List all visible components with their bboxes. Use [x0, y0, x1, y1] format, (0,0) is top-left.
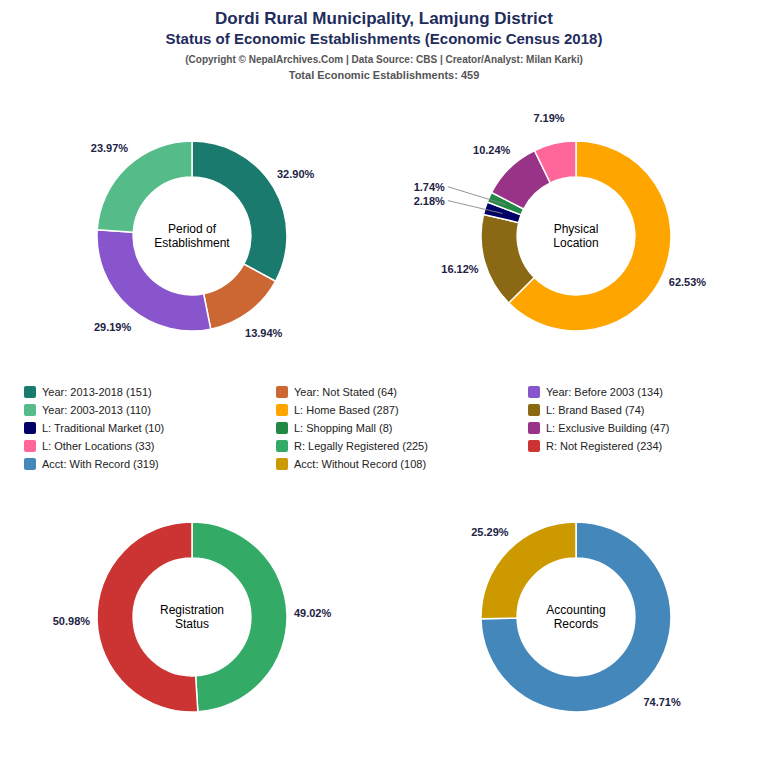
data-label: 23.97% — [91, 142, 129, 154]
data-label: 7.19% — [533, 112, 564, 124]
data-label: 25.29% — [471, 526, 509, 538]
legend-entry: L: Home Based (287) — [294, 404, 399, 416]
donut-chart — [481, 141, 671, 331]
donut-slice — [192, 141, 287, 281]
donut-slice — [535, 141, 576, 183]
legend-entry: Acct: With Record (319) — [42, 458, 159, 470]
legend-entry: L: Other Locations (33) — [42, 440, 155, 452]
center-label: RegistrationStatus — [160, 603, 224, 631]
legend-entry: R: Not Registered (234) — [546, 440, 662, 452]
legend-swatch — [528, 422, 540, 434]
data-label: 74.71% — [643, 696, 681, 708]
donut-slice — [204, 264, 276, 329]
data-label: 62.53% — [669, 276, 707, 288]
donut-chart — [97, 141, 287, 331]
donut-chart — [481, 522, 671, 712]
legend-entry: L: Brand Based (74) — [546, 404, 644, 416]
center-label: Period ofEstablishment — [154, 222, 230, 250]
data-label: 13.94% — [245, 327, 283, 339]
background — [0, 0, 768, 768]
subtitle: Total Economic Establishments: 459 — [289, 69, 480, 81]
donut-slice — [481, 214, 534, 303]
donut-chart — [97, 522, 287, 712]
data-label: 16.12% — [441, 263, 479, 275]
legend: Year: 2013-2018 (151) Year: Not Stated (6… — [24, 386, 670, 470]
leader-line — [448, 201, 503, 214]
donut-slice — [97, 141, 192, 232]
legend-swatch — [528, 404, 540, 416]
title: Status of Economic Establishments (Econo… — [166, 30, 603, 47]
legend-swatch — [24, 422, 36, 434]
center-label-line: Location — [553, 236, 598, 250]
legend-entry: Year: Before 2003 (134) — [546, 386, 663, 398]
legend-entry: L: Exclusive Building (47) — [546, 422, 670, 434]
center-label: AccountingRecords — [546, 603, 605, 631]
data-label: 29.19% — [94, 321, 132, 333]
center-label-line: Status — [175, 617, 209, 631]
donut-slice — [481, 522, 671, 712]
center-label-line: Physical — [554, 222, 599, 236]
subtitle: (Copyright © NepalArchives.Com | Data So… — [185, 54, 583, 65]
legend-entry: L: Shopping Mall (8) — [294, 422, 392, 434]
leader-line — [448, 187, 506, 205]
data-label: 32.90% — [277, 168, 315, 180]
legend-swatch — [528, 386, 540, 398]
legend-entry: R: Legally Registered (225) — [294, 440, 428, 452]
center-label-line: Establishment — [154, 236, 230, 250]
legend-entry: Year: Not Stated (64) — [294, 386, 397, 398]
data-label: 2.18% — [414, 195, 445, 207]
legend-entry: L: Traditional Market (10) — [42, 422, 164, 434]
legend-swatch — [276, 440, 288, 452]
legend-swatch — [24, 440, 36, 452]
center-label-line: Accounting — [546, 603, 605, 617]
legend-entry: Acct: Without Record (108) — [294, 458, 426, 470]
legend-entry: Year: 2013-2018 (151) — [42, 386, 152, 398]
legend-swatch — [24, 404, 36, 416]
legend-swatch — [24, 386, 36, 398]
legend-entry: Year: 2003-2013 (110) — [42, 404, 151, 416]
data-label: 50.98% — [53, 615, 91, 627]
legend-swatch — [276, 386, 288, 398]
legend-swatch — [528, 440, 540, 452]
data-labels: 74.71% 25.29% — [471, 526, 681, 707]
legend-swatch — [276, 458, 288, 470]
center-label: PhysicalLocation — [553, 222, 598, 250]
chart-root: Dordi Rural Municipality, Lamjung Distri… — [0, 0, 768, 768]
data-labels: 62.53% 16.12% 2.18% 1.74% 10.24% 7.19% — [414, 112, 707, 288]
data-label: 49.02% — [294, 607, 332, 619]
center-label-line: Period of — [168, 222, 217, 236]
legend-swatch — [276, 422, 288, 434]
data-label: 10.24% — [473, 144, 511, 156]
center-label-line: Records — [554, 617, 599, 631]
legend-swatch — [24, 458, 36, 470]
title: Dordi Rural Municipality, Lamjung Distri… — [215, 9, 553, 28]
data-label: 1.74% — [414, 181, 445, 193]
center-label-line: Registration — [160, 603, 224, 617]
data-labels: 32.90% 13.94% 29.19% 23.97% — [91, 142, 315, 339]
legend-swatch — [276, 404, 288, 416]
